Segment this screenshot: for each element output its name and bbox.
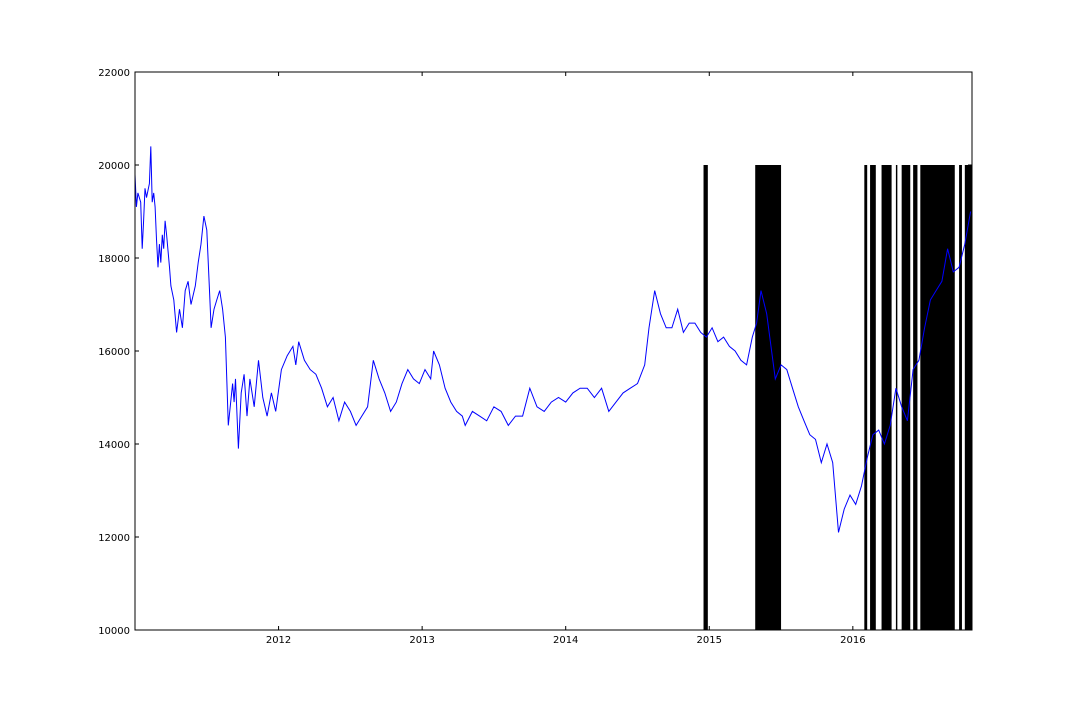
bars-layer [703,165,972,630]
x-tick-label: 2012 [266,635,291,646]
bar-span-1 [755,165,782,630]
bar-span-2 [864,165,868,630]
bar-span-3 [870,165,876,630]
y-tick-label: 18000 [98,254,130,265]
y-tick-label: 14000 [98,440,130,451]
bar-span-9 [959,165,962,630]
line-layer [134,146,972,533]
y-tick-label: 10000 [98,626,130,637]
bar-span-0 [703,165,708,630]
x-tick-label: 2014 [553,635,578,646]
y-tick-label: 16000 [98,347,130,358]
y-tick-label: 22000 [98,68,130,79]
bar-span-10 [964,165,972,630]
bar-span-8 [920,165,955,630]
y-tick-label: 12000 [98,533,130,544]
x-tick-label: 2015 [697,635,722,646]
bar-span-6 [901,165,911,630]
bar-span-7 [913,165,918,630]
bar-span-5 [895,165,898,630]
x-tick-label: 2013 [409,635,434,646]
x-tick-label: 2016 [840,635,865,646]
price-line [134,146,972,533]
bar-span-4 [881,165,892,630]
x-axis: 2012 2013 2014 2015 2016 [266,72,866,646]
y-tick-label: 20000 [98,161,130,172]
y-axis: 10000 12000 14000 16000 18000 20000 22000 [98,68,972,637]
